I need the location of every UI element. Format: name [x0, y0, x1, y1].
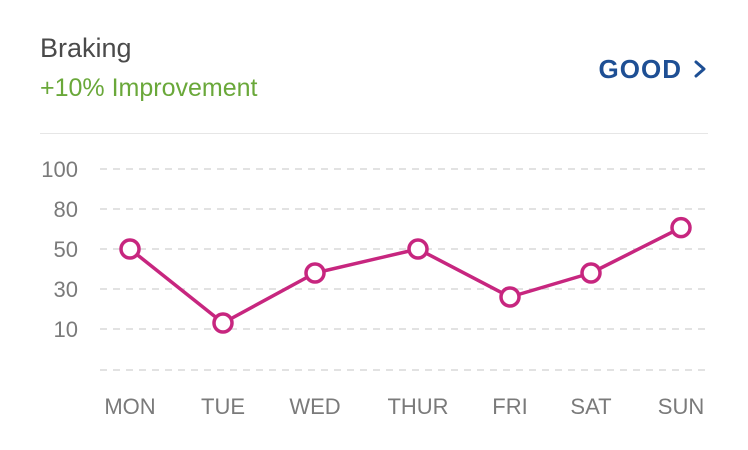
card-title: Braking [40, 33, 132, 63]
data-point [212, 312, 234, 334]
data-point [407, 238, 429, 260]
rating-link[interactable]: GOOD [599, 52, 710, 86]
x-tick-label: SAT [570, 394, 611, 419]
header-divider [40, 133, 708, 134]
x-tick-label: TUE [201, 394, 245, 419]
data-point [499, 286, 521, 308]
x-tick-label: MON [104, 394, 155, 419]
data-point [670, 216, 692, 239]
improvement-text: +10% Improvement [40, 74, 258, 102]
x-tick-label: FRI [492, 394, 527, 419]
y-tick-label: 80 [54, 197, 78, 222]
x-tick-label: WED [289, 394, 340, 419]
chevron-right-icon [694, 60, 706, 78]
data-point [304, 262, 326, 284]
x-tick-label: SUN [658, 394, 704, 419]
data-point [119, 238, 141, 260]
y-tick-label: 100 [41, 157, 78, 182]
y-tick-label: 50 [54, 237, 78, 262]
data-point [580, 262, 602, 284]
y-tick-label: 30 [54, 277, 78, 302]
x-tick-label: THUR [387, 394, 448, 419]
rating-label: GOOD [598, 54, 682, 84]
y-tick-label: 10 [54, 317, 78, 342]
